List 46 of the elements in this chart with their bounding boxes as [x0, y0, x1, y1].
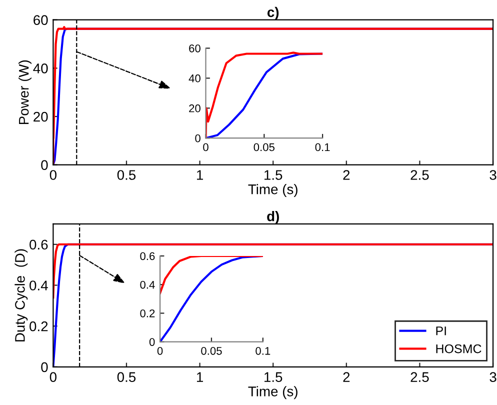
y-tick-label: 0.4: [30, 280, 48, 290]
x-tick-label: 0: [157, 346, 163, 355]
x-tick-label: 2.5: [410, 372, 429, 382]
y-tick-label: 40: [33, 64, 48, 74]
x-tick-label: 2: [343, 372, 350, 382]
legend-label: PI: [436, 326, 446, 336]
y-tick-label: 60: [189, 44, 200, 52]
legend-label: HOSMC: [436, 344, 482, 354]
x-tick-label: 0.05: [201, 346, 222, 355]
x-tick-label: 1: [196, 170, 203, 180]
x-tick-label: 0.05: [254, 143, 275, 152]
y-tick-label: 0: [41, 362, 48, 372]
y-tick-label: 0.6: [140, 252, 155, 260]
y-tick-label: 0: [149, 338, 155, 346]
y-tick-label: 0: [195, 134, 200, 142]
y-tick-label: 0.4: [140, 280, 155, 289]
line-series: [160, 256, 263, 294]
y-axis-title: Duty Cycle (D): [14, 249, 28, 342]
x-tick-label: 1: [196, 372, 203, 382]
x-tick-label: 0.1: [315, 143, 330, 152]
chart-title: d): [267, 211, 279, 224]
x-tick-label: 2: [343, 170, 350, 180]
y-tick-label: 40: [188, 74, 200, 82]
x-tick-label: 1.5: [264, 372, 282, 382]
x-tick-label: 3: [490, 170, 496, 180]
x-tick-label: 3: [490, 372, 496, 382]
y-tick-label: 20: [189, 104, 200, 112]
x-tick-label: 0: [50, 170, 56, 180]
x-tick-label: 0.1: [256, 346, 270, 355]
x-tick-label: 0.5: [117, 372, 136, 382]
x-axis-title: Time (s): [248, 386, 298, 400]
x-tick-label: 0: [203, 143, 208, 152]
y-tick-label: 0.2: [140, 309, 155, 318]
y-axis-title: Power (W): [18, 60, 32, 124]
y-tick-label: 0.6: [30, 240, 48, 250]
y-tick-label: 60: [34, 15, 48, 26]
x-axis-title: Time (s): [248, 184, 298, 197]
x-tick-label: 2.5: [410, 170, 429, 180]
x-tick-label: 0.5: [117, 170, 136, 180]
line-series: [53, 243, 494, 299]
chart-title: c): [267, 6, 279, 20]
y-tick-label: 20: [34, 112, 48, 122]
x-tick-label: 0: [50, 372, 56, 382]
y-tick-label: 0: [41, 160, 48, 170]
x-tick-label: 1.5: [264, 170, 282, 180]
y-tick-label: 0.2: [30, 321, 48, 332]
